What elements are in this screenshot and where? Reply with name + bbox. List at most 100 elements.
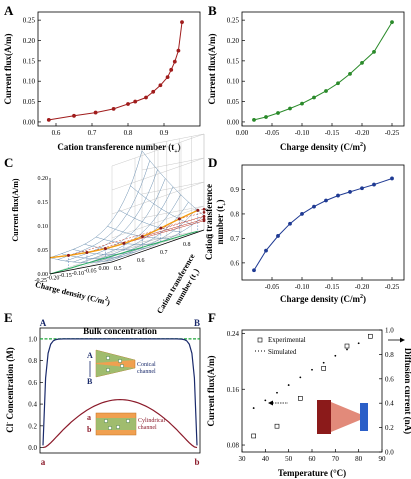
y-tick-label: 0.00 — [23, 118, 36, 126]
experimental-point — [298, 396, 303, 401]
surface-mesh — [61, 253, 124, 259]
inset-label: Conical — [137, 362, 156, 368]
legend-label: Simulated — [268, 348, 297, 356]
data-point — [180, 20, 184, 25]
data-point — [122, 241, 126, 245]
y-tick-label: 0.20 — [23, 37, 36, 45]
projection-line — [68, 216, 205, 256]
chart-d: -0.05 -0.10 -0.15 -0.20 -0.25 0.6 0.7 0.8 0.9 Cha… — [204, 164, 405, 304]
series-line — [253, 21, 393, 121]
data-point — [103, 247, 107, 251]
y-axis-label-2-script: + — [222, 202, 228, 206]
x-axis-label-close: ) — [363, 294, 366, 304]
y2-tick-label: 0.8 — [385, 351, 394, 359]
data-point — [390, 20, 394, 25]
x-axis-label: Charge density (C/m2) — [34, 279, 111, 307]
experimental-point — [321, 366, 326, 371]
x-axis-label-script: + — [174, 149, 178, 155]
data-point — [276, 111, 280, 115]
simulated-point — [334, 354, 337, 357]
y-tick-label: 0.7 — [230, 235, 239, 243]
data-point — [336, 193, 340, 198]
data-point — [360, 186, 364, 191]
data-point — [176, 48, 181, 53]
panel-letter-b: B — [208, 3, 217, 18]
bulk-label: Bulk concentration — [83, 326, 157, 336]
projection-line — [179, 212, 205, 220]
simulated-point — [252, 407, 255, 409]
x-tick-label: -0.15 — [325, 283, 340, 291]
ion-icon — [105, 367, 111, 373]
label-a-top: A — [40, 318, 47, 328]
experimental-point — [274, 423, 280, 429]
y-tick-label: 0.15 — [227, 57, 240, 65]
y-tick-label: 0.15 — [23, 57, 36, 65]
y-axis-label: Cation transference — [204, 184, 214, 260]
y-tick-label: 0.8 — [230, 210, 239, 218]
y-tick-label: 0.4 — [28, 401, 37, 409]
data-point — [111, 107, 116, 111]
chart-c-3d-surface: 0.00-0.05-0.10-0.15-0.20-0.250.50.60.70.… — [11, 133, 214, 315]
x-tick-label: -0.10 — [72, 271, 85, 277]
x-tick-label: -0.25 — [385, 129, 400, 137]
simulated-point — [311, 368, 313, 371]
experimental-point — [344, 343, 350, 349]
x-tick-label: -0.05 — [265, 129, 280, 137]
x-axis-label-script: 2 — [104, 296, 108, 303]
simulated-point — [299, 376, 302, 379]
data-point — [133, 99, 138, 104]
conical-channel-inner — [96, 364, 135, 377]
ion-icon — [125, 418, 131, 424]
y-axis-label-2-close: ) — [215, 199, 225, 202]
inset-label: channel — [137, 369, 156, 375]
y-tick-label: 0.10 — [23, 78, 36, 86]
y-tick-label: 0.20 — [227, 37, 240, 45]
x-axis-label-close: ) — [363, 142, 366, 152]
x-axis-label-main: Charge density (C/m — [280, 294, 360, 304]
x-tick-label: 90 — [379, 455, 387, 463]
x-axis-label-script: 2 — [360, 294, 363, 300]
x-tick-label: -0.25 — [385, 283, 400, 291]
y-axis-label-sup: - — [5, 422, 11, 424]
surface-mesh — [107, 226, 170, 239]
grid-line — [141, 157, 205, 171]
projection-line — [105, 220, 205, 249]
z-axis-label-2-close: ) — [192, 267, 201, 274]
surface-mesh — [95, 236, 159, 245]
y-axis-label-main: Cl — [5, 423, 15, 432]
legend-marker — [257, 337, 263, 343]
y-axis-label-2-main: number (t — [215, 206, 225, 245]
x-tick-label: -0.10 — [295, 283, 310, 291]
data-point — [300, 212, 304, 216]
ion-icon — [105, 355, 111, 361]
y-tick-label: 0.2 — [28, 422, 37, 430]
y-axis-label-rest: Concentration (M) — [5, 347, 15, 421]
x-tick-label: 60 — [309, 455, 317, 463]
x-tick-label: 30 — [239, 455, 247, 463]
y-tick-label: 0.16 — [227, 386, 240, 394]
data-point — [165, 75, 170, 80]
data-point — [158, 83, 163, 88]
x-tick-label: 70 — [332, 455, 340, 463]
inset-label: channel — [138, 425, 157, 431]
cylindrical-curve — [42, 398, 198, 449]
grid-line — [111, 181, 205, 215]
y2-tick-label: 1.0 — [385, 327, 394, 335]
electrode-left — [317, 400, 331, 434]
series-line — [48, 22, 183, 121]
x-tick-label: -0.05 — [265, 283, 280, 291]
inset-letter: a — [87, 413, 91, 422]
y-axis-label: Cl- Concentration (M) — [5, 347, 15, 432]
data-point — [276, 234, 280, 238]
y2-tick-label: 0.2 — [385, 424, 394, 432]
data-point — [336, 81, 340, 86]
data-point — [288, 221, 292, 226]
z-tick-label: 0.6 — [137, 258, 145, 264]
plot-frame — [39, 327, 201, 454]
z-tick-label: 0.7 — [160, 250, 168, 256]
plot-frame — [241, 164, 405, 281]
data-point — [169, 67, 174, 72]
ion-icon — [103, 418, 109, 424]
y2-tick-label: 0.6 — [385, 375, 394, 383]
x-axis-label: Temperature (°C) — [278, 468, 346, 478]
